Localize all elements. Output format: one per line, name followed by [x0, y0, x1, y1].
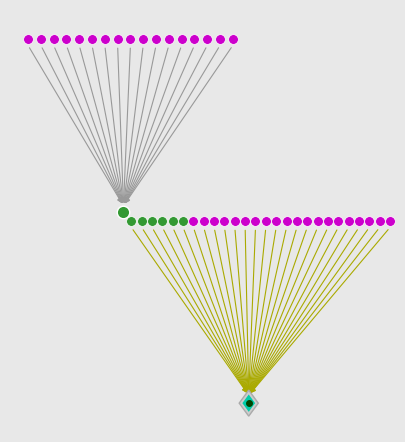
Polygon shape	[239, 390, 258, 416]
Polygon shape	[242, 394, 254, 412]
